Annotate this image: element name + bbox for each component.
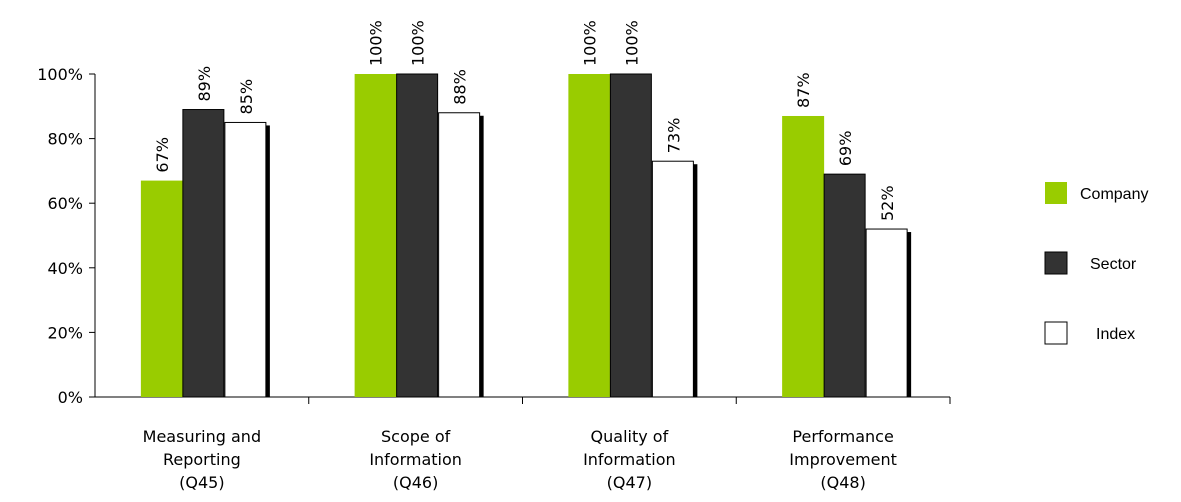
- x-tick-label: (Q46): [393, 473, 438, 492]
- bar-index: [651, 160, 694, 398]
- x-tick-label: Reporting: [163, 450, 241, 469]
- data-labels: 67% 89% 85% 100% 100% 88% 100% 100% 73% 87% 69% 52%: [153, 20, 897, 221]
- y-tick-label: 0%: [58, 388, 83, 407]
- x-tick-label: Information: [369, 450, 462, 469]
- bar-index: [438, 112, 481, 398]
- legend-swatch-sector: [1044, 251, 1068, 275]
- data-label: 87%: [794, 72, 813, 108]
- bar-sector: [182, 109, 225, 398]
- data-label: 52%: [878, 185, 897, 221]
- y-tick-label: 100%: [37, 65, 83, 84]
- legend-label-company: Company: [1080, 186, 1148, 203]
- bar-company: [568, 74, 611, 397]
- legend-swatch-index: [1044, 321, 1068, 345]
- data-label: 100%: [367, 20, 386, 66]
- bar-sector: [609, 73, 652, 398]
- legend-label-sector: Sector: [1090, 256, 1137, 273]
- bar-sector: [823, 173, 866, 398]
- data-label: 100%: [622, 20, 641, 66]
- x-tick-label: (Q47): [607, 473, 652, 492]
- bar-sector: [396, 73, 439, 398]
- bar-company: [782, 115, 825, 398]
- x-tick-label: (Q45): [179, 473, 224, 492]
- data-label: 89%: [195, 66, 214, 102]
- x-tick-label: Scope of: [381, 427, 451, 446]
- bars: [140, 73, 912, 398]
- y-tick-label: 40%: [47, 259, 83, 278]
- bar-company: [354, 74, 397, 397]
- legend-swatch-company: [1045, 182, 1067, 204]
- x-tick-label: Improvement: [789, 450, 897, 469]
- legend: Company Sector Index: [1044, 182, 1148, 345]
- data-label: 85%: [237, 79, 256, 115]
- legend-label-index: Index: [1096, 326, 1135, 343]
- x-tick-label: Measuring and: [143, 427, 261, 446]
- data-label: 69%: [836, 131, 855, 167]
- bar-company: [140, 180, 183, 397]
- bar-index: [224, 121, 267, 398]
- data-label: 73%: [664, 118, 683, 154]
- x-tick-label: (Q48): [820, 473, 865, 492]
- axes: 0% 20% 40% 60% 80% 100% Measuring and Reporting…: [37, 65, 951, 492]
- y-tick-label: 20%: [47, 323, 83, 342]
- x-tick-label: Quality of: [591, 427, 669, 446]
- data-label: 67%: [153, 137, 172, 173]
- x-tick-label: Performance: [792, 427, 893, 446]
- data-label: 100%: [409, 20, 428, 66]
- y-tick-label: 60%: [47, 194, 83, 213]
- data-label: 88%: [451, 69, 470, 105]
- y-tick-label: 80%: [47, 130, 83, 149]
- x-tick-label: Information: [583, 450, 676, 469]
- bar-index: [865, 228, 908, 398]
- data-label: 100%: [580, 20, 599, 66]
